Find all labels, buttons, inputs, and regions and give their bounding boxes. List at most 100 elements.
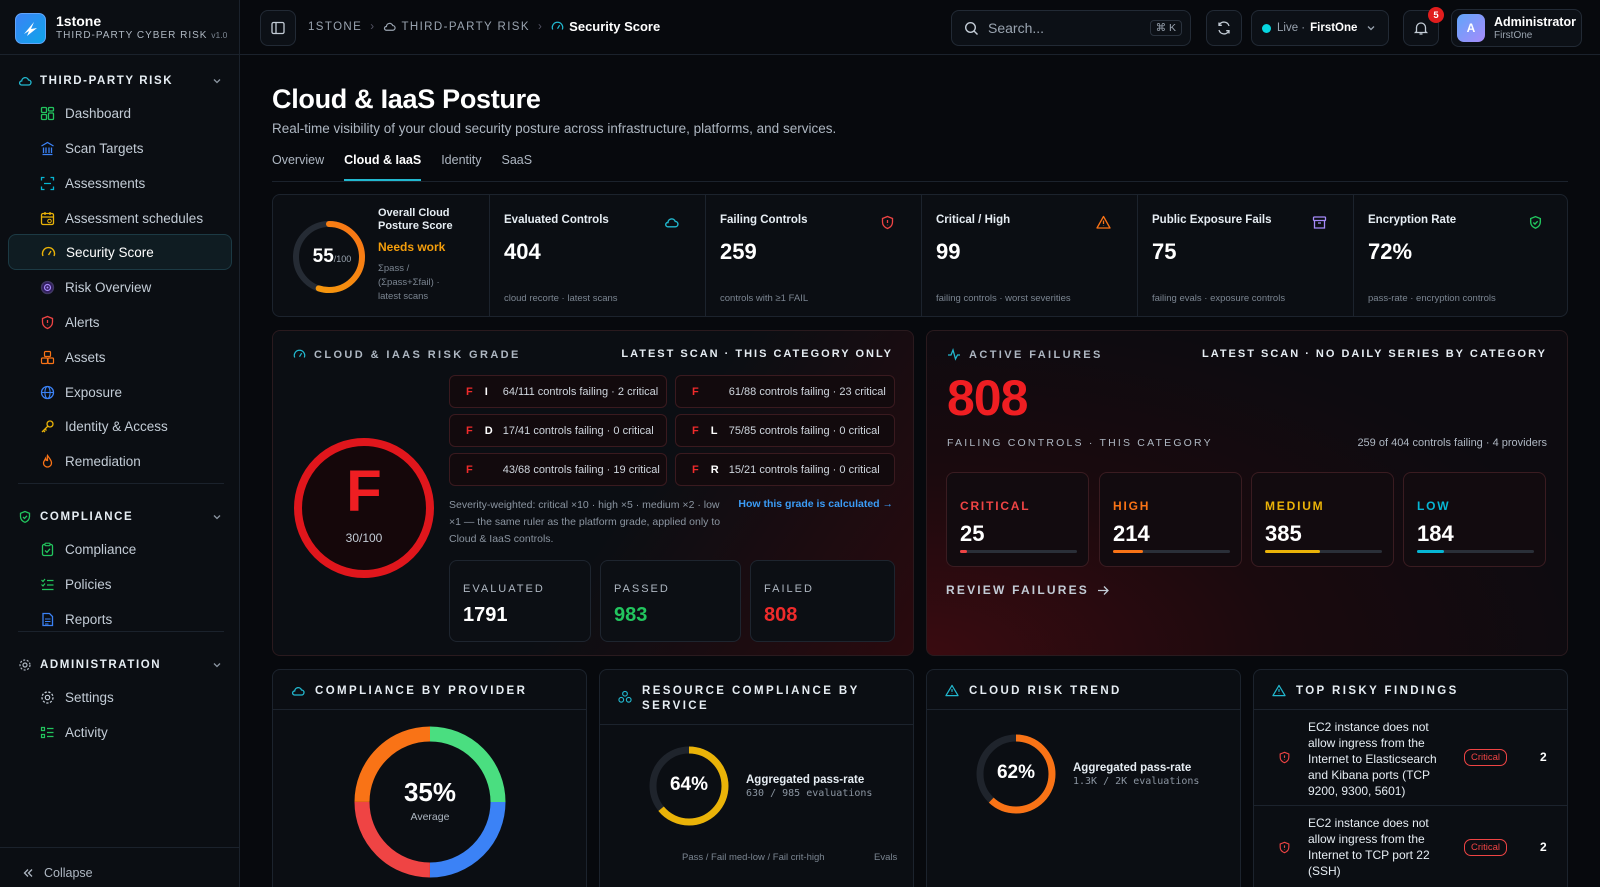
- nav-divider: [18, 483, 224, 484]
- nav-section-compliance[interactable]: COMPLIANCE: [18, 507, 222, 527]
- brand-logo[interactable]: [15, 13, 46, 44]
- overall-score-gauge: [293, 221, 365, 293]
- gauge-icon: [551, 21, 564, 30]
- cloud-icon: [291, 687, 305, 696]
- nav-section-administration[interactable]: ADMINISTRATION: [18, 655, 222, 675]
- sidebar-item-label: Exposure: [65, 384, 123, 400]
- provider-initial: D: [484, 424, 493, 437]
- sidebar-item-assessment-schedules[interactable]: Assessment schedules: [8, 200, 232, 236]
- nav-section-third-party-risk[interactable]: THIRD-PARTY RISK: [18, 71, 222, 91]
- provider-stats: 75/85 controls failing · 0 critical: [728, 424, 880, 437]
- cloud-icon: [384, 22, 397, 31]
- tab-saas[interactable]: SaaS: [501, 153, 533, 167]
- severity-value: 25: [960, 521, 985, 546]
- provider-grade-row[interactable]: F I 64/111 controls failing · 2 critical: [449, 375, 667, 408]
- sidebar-item-security-score[interactable]: Security Score: [8, 234, 232, 270]
- toggle-sidebar-button[interactable]: [260, 10, 296, 46]
- sidebar-item-label: Activity: [65, 724, 108, 740]
- severity-low-card[interactable]: LOW 184: [1403, 472, 1546, 567]
- search-input[interactable]: Search... ⌘ K: [951, 10, 1191, 46]
- severity-high-card[interactable]: HIGH 214: [1099, 472, 1242, 567]
- finding-text: EC2 instance does not allow ingress from…: [1308, 720, 1437, 798]
- live-label: Live ·: [1277, 22, 1306, 34]
- sidebar-item-assets[interactable]: Assets: [8, 339, 232, 375]
- brand-version: v1.0: [211, 30, 228, 40]
- cloud-risk-trend-card: CLOUD RISK TREND 62% Aggregated pass-rat…: [926, 669, 1241, 887]
- trend-pass-rate-label: Aggregated pass-rate: [1073, 762, 1192, 774]
- refresh-button[interactable]: [1206, 10, 1242, 46]
- kpi-overall-score[interactable]: 55/100 Overall Cloud Posture Score Needs…: [273, 195, 489, 316]
- kpi-row: 55/100 Overall Cloud Posture Score Needs…: [272, 194, 1568, 317]
- service-evals-column: Evals: [874, 852, 898, 863]
- resource-compliance-card: RESOURCE COMPLIANCE BY SERVICE 64% Aggre…: [599, 669, 914, 887]
- kpi-encryption-rate[interactable]: Encryption Rate 72% pass-rate · encrypti…: [1353, 195, 1567, 316]
- severity-medium-card[interactable]: MEDIUM 385: [1251, 472, 1394, 567]
- org-selector[interactable]: Live · FirstOne: [1251, 10, 1389, 46]
- sidebar-item-compliance[interactable]: Compliance: [8, 531, 232, 567]
- provider-grade-row[interactable]: F 43/68 controls failing · 19 critical: [449, 453, 667, 486]
- provider-grade-row[interactable]: F D 17/41 controls failing · 0 critical: [449, 414, 667, 447]
- kpi-title: Failing Controls: [720, 214, 808, 226]
- tab-overview[interactable]: Overview: [272, 153, 325, 167]
- sidebar-item-assessments[interactable]: Assessments: [8, 165, 232, 201]
- trend-evaluations: 1.3K / 2K evaluations: [1073, 776, 1200, 787]
- user-name: Administrator: [1494, 15, 1576, 29]
- active-failures-subtitle: FAILING CONTROLS · THIS CATEGORY: [947, 437, 1213, 449]
- user-menu[interactable]: A Administrator FirstOne: [1451, 9, 1582, 47]
- severity-label: CRITICAL: [960, 499, 1031, 513]
- sidebar-item-dashboard[interactable]: Dashboard: [8, 95, 232, 131]
- boxes-icon: [39, 349, 55, 365]
- card-title: CLOUD RISK TREND: [969, 684, 1122, 697]
- sidebar-item-risk-overview[interactable]: Risk Overview: [8, 269, 232, 305]
- chevron-down-icon: [1367, 26, 1375, 31]
- sidebar-item-label: Scan Targets: [65, 140, 144, 156]
- kpi-critical-high[interactable]: Critical / High 99 failing controls · wo…: [921, 195, 1137, 316]
- kpi-failing-controls[interactable]: Failing Controls 259 controls with ≥1 FA…: [705, 195, 921, 316]
- provider-grade-row[interactable]: F R 15/21 controls failing · 0 critical: [675, 453, 895, 486]
- gauge-icon: [40, 244, 56, 260]
- sidebar-item-activity[interactable]: Activity: [8, 714, 232, 750]
- sidebar-item-alerts[interactable]: Alerts: [8, 304, 232, 340]
- severity-critical-card[interactable]: CRITICAL 25: [946, 472, 1089, 567]
- search-icon: [964, 21, 978, 35]
- provider-initial: R: [710, 463, 719, 476]
- provider-grade: F: [692, 385, 699, 398]
- gear-icon: [39, 689, 55, 705]
- top-risky-findings-card: TOP RISKY FINDINGS EC2 instance does not…: [1253, 669, 1568, 887]
- service-pass-rate-value: 64%: [669, 774, 709, 795]
- list-check-icon: [39, 576, 55, 592]
- sidebar-item-exposure[interactable]: Exposure: [8, 374, 232, 410]
- sidebar-item-reports[interactable]: Reports: [8, 601, 232, 637]
- breadcrumb-section[interactable]: THIRD-PARTY RISK: [401, 20, 530, 33]
- provider-grade-row[interactable]: F L 75/85 controls failing · 0 critical: [675, 414, 895, 447]
- kpi-value: 99: [936, 239, 961, 264]
- grade-explainer-link[interactable]: How this grade is calculated →: [738, 498, 893, 510]
- service-evaluations: 630 / 985 evaluations: [746, 788, 873, 799]
- sidebar-item-policies[interactable]: Policies: [8, 566, 232, 602]
- severity-badge: Critical: [1464, 839, 1508, 856]
- sidebar-item-label: Assessment schedules: [65, 210, 204, 226]
- finding-row[interactable]: EC2 instance does not allow ingress from…: [1254, 710, 1567, 806]
- pulse-icon: [948, 348, 960, 361]
- kpi-evaluated-controls[interactable]: Evaluated Controls 404 cloud recorte · l…: [489, 195, 705, 316]
- provider-stats: 17/41 controls failing · 0 critical: [502, 424, 654, 437]
- sidebar-item-settings[interactable]: Settings: [8, 679, 232, 715]
- card-divider: [1254, 709, 1567, 710]
- sidebar-item-scan-targets[interactable]: Scan Targets: [8, 130, 232, 166]
- collapse-button[interactable]: Collapse: [22, 866, 93, 880]
- breadcrumb-root[interactable]: 1STONE: [308, 20, 363, 33]
- provider-donut: [354, 726, 506, 878]
- kpi-note: failing evals · exposure controls: [1152, 293, 1286, 304]
- finding-row[interactable]: EC2 instance does not allow ingress from…: [1254, 806, 1567, 887]
- provider-grade-row[interactable]: F 61/88 controls failing · 23 critical: [675, 375, 895, 408]
- provider-stats: 64/111 controls failing · 2 critical: [502, 385, 659, 398]
- review-failures-button[interactable]: REVIEW FAILURES: [946, 583, 1110, 597]
- sidebar-item-remediation[interactable]: Remediation: [8, 443, 232, 479]
- page-subtitle: Real-time visibility of your cloud secur…: [272, 121, 837, 136]
- kpi-public-exposure-fails[interactable]: Public Exposure Fails 75 failing evals ·…: [1137, 195, 1353, 316]
- tab-cloud-iaas[interactable]: Cloud & IaaS: [344, 153, 422, 181]
- notifications-button[interactable]: 5: [1403, 7, 1444, 46]
- cloud-icon: [18, 77, 32, 86]
- tab-identity[interactable]: Identity: [441, 153, 482, 167]
- sidebar-item-identity-access[interactable]: Identity & Access: [8, 408, 232, 444]
